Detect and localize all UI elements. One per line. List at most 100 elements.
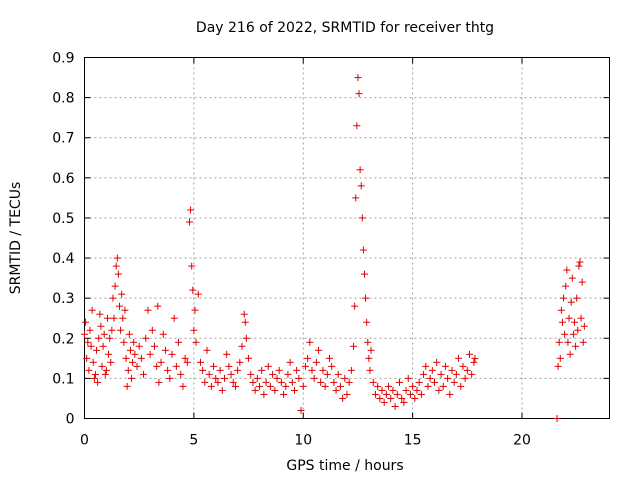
data-point <box>262 378 270 386</box>
data-point <box>396 378 403 386</box>
data-point <box>351 302 359 310</box>
data-point <box>556 354 564 362</box>
data-point <box>89 358 97 366</box>
data-point <box>350 342 358 350</box>
data-point <box>247 370 255 378</box>
data-point <box>422 362 430 370</box>
data-point <box>221 374 228 382</box>
data-point <box>359 246 367 254</box>
data-point <box>413 386 421 394</box>
data-point <box>579 338 587 346</box>
data-point <box>236 358 244 366</box>
data-point <box>148 326 156 334</box>
data-point <box>400 398 408 406</box>
data-point <box>560 294 568 302</box>
data-point <box>371 390 379 398</box>
data-point <box>82 318 90 326</box>
data-point <box>354 74 362 82</box>
data-point <box>140 370 148 378</box>
data-point <box>119 314 127 322</box>
data-point <box>576 258 584 266</box>
data-point <box>284 370 292 378</box>
data-point <box>190 326 198 334</box>
data-point <box>130 338 138 346</box>
data-point <box>83 354 91 362</box>
data-point <box>565 314 573 322</box>
data-point <box>264 362 272 370</box>
data-point <box>463 366 471 374</box>
data-point <box>321 382 329 390</box>
data-point <box>177 370 185 378</box>
data-point <box>223 350 231 358</box>
data-point <box>86 326 94 334</box>
data-point <box>366 366 374 374</box>
data-point <box>341 374 349 382</box>
data-point <box>240 310 248 318</box>
y-tick-label: 0.6 <box>52 171 74 187</box>
data-point <box>378 386 386 394</box>
data-point <box>398 394 406 402</box>
data-point <box>129 358 137 366</box>
data-point <box>571 318 578 326</box>
data-point <box>288 378 296 386</box>
data-point <box>273 374 281 382</box>
data-point <box>457 382 465 390</box>
data-point <box>90 374 98 382</box>
data-point <box>199 366 207 374</box>
data-point <box>154 302 162 310</box>
data-point <box>437 370 445 378</box>
data-point <box>369 378 377 386</box>
data-point <box>470 358 478 366</box>
data-point <box>241 318 249 326</box>
data-point <box>334 370 342 378</box>
data-point <box>256 382 263 390</box>
data-point <box>102 366 110 374</box>
data-point <box>566 350 574 358</box>
data-point <box>266 382 274 390</box>
data-point <box>99 342 107 350</box>
data-point <box>98 362 106 370</box>
data-point <box>103 314 111 322</box>
data-point <box>310 374 318 382</box>
data-point <box>196 358 204 366</box>
data-point <box>192 338 200 346</box>
data-point <box>214 378 222 386</box>
y-tick-label: 0.9 <box>52 51 74 67</box>
data-point <box>194 290 202 298</box>
data-point <box>106 334 114 342</box>
data-point <box>446 390 454 398</box>
data-point <box>96 310 104 318</box>
data-point <box>203 346 211 354</box>
data-point <box>88 306 96 314</box>
data-point <box>97 322 105 330</box>
x-axis-title: GPS time / hours <box>286 458 403 474</box>
data-point <box>573 294 581 302</box>
data-point <box>155 378 163 386</box>
data-point <box>91 370 99 378</box>
data-point <box>166 374 174 382</box>
data-point <box>128 374 136 382</box>
data-point <box>439 382 447 390</box>
data-point <box>87 342 95 350</box>
data-point <box>121 306 129 314</box>
data-point <box>280 390 288 398</box>
data-point <box>363 318 371 326</box>
data-point <box>85 366 93 374</box>
data-point <box>186 218 193 226</box>
data-point <box>356 166 364 174</box>
x-tick-label: 0 <box>80 433 89 449</box>
data-point <box>286 358 294 366</box>
data-point <box>424 382 432 390</box>
y-tick-label: 0.3 <box>52 291 74 307</box>
data-point <box>269 370 277 378</box>
data-point <box>144 306 152 314</box>
data-point <box>580 322 588 330</box>
data-point <box>304 354 312 362</box>
data-point <box>452 370 460 378</box>
data-point <box>406 390 414 398</box>
data-point <box>577 314 585 322</box>
data-point <box>94 378 102 386</box>
data-point <box>332 386 340 394</box>
data-points <box>81 74 588 422</box>
data-point <box>84 338 92 346</box>
